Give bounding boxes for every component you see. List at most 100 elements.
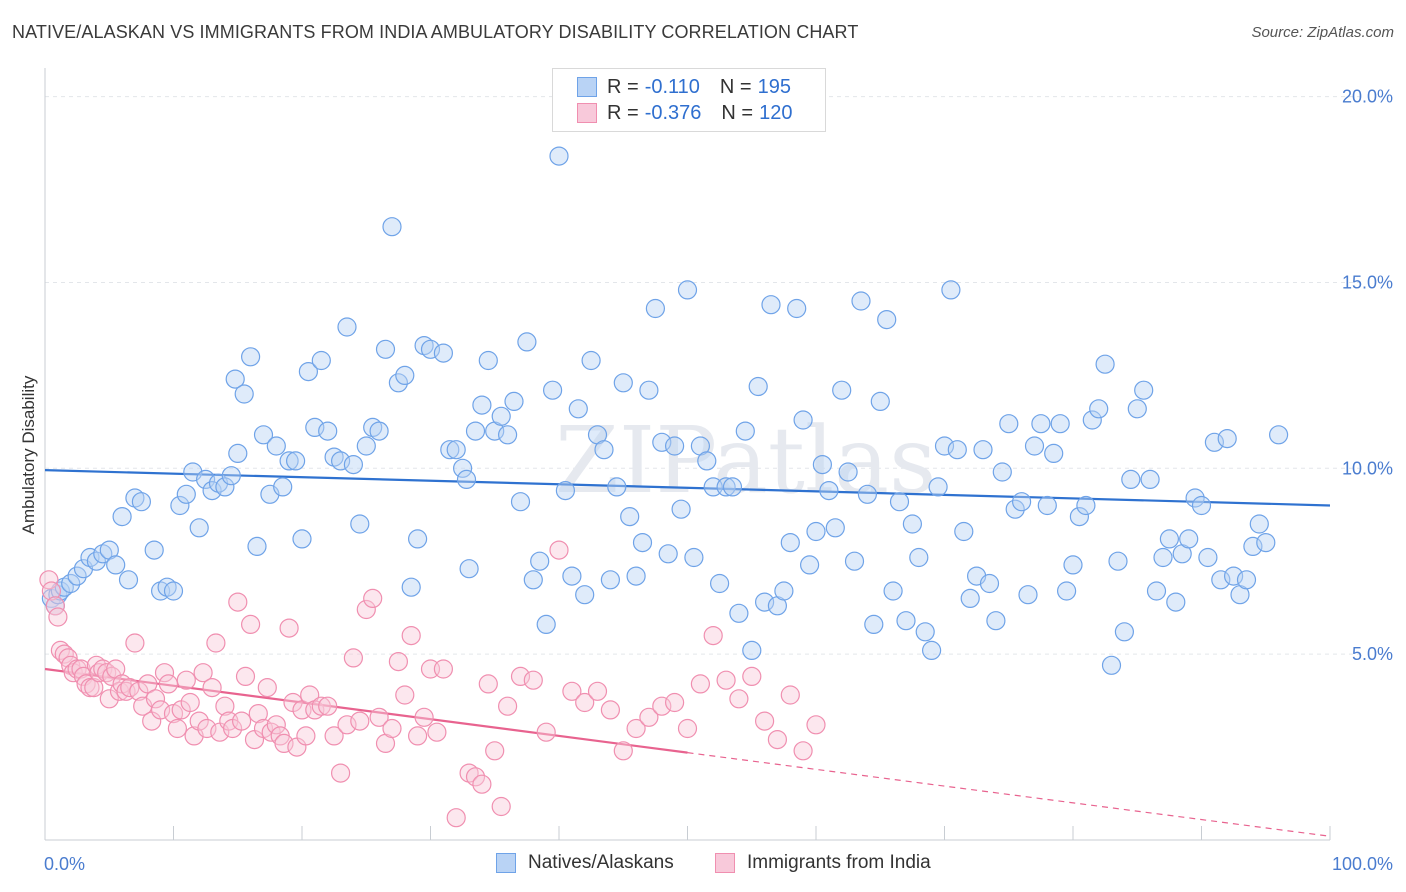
- india-point[interactable]: [235, 666, 256, 687]
- india-point[interactable]: [369, 707, 389, 727]
- india-point[interactable]: [300, 685, 320, 705]
- india-point[interactable]: [138, 674, 158, 694]
- natives-point[interactable]: [870, 391, 890, 411]
- natives-point[interactable]: [1101, 655, 1122, 675]
- india-point[interactable]: [232, 711, 252, 731]
- natives-point[interactable]: [1114, 622, 1135, 642]
- natives-point[interactable]: [735, 421, 755, 441]
- india-point[interactable]: [228, 592, 248, 612]
- natives-point[interactable]: [356, 436, 376, 456]
- natives-point[interactable]: [832, 380, 852, 400]
- natives-point[interactable]: [1127, 399, 1147, 419]
- natives-point[interactable]: [979, 573, 1000, 594]
- natives-point[interactable]: [742, 640, 762, 661]
- natives-point[interactable]: [1134, 380, 1154, 400]
- natives-point[interactable]: [819, 481, 839, 501]
- india-point[interactable]: [446, 808, 466, 828]
- natives-point[interactable]: [80, 547, 100, 568]
- india-point[interactable]: [414, 707, 434, 727]
- india-point[interactable]: [356, 599, 376, 620]
- india-point[interactable]: [427, 722, 447, 742]
- natives-point[interactable]: [973, 440, 993, 460]
- india-point[interactable]: [677, 718, 698, 739]
- india-point[interactable]: [491, 796, 511, 817]
- india-point[interactable]: [690, 674, 711, 694]
- natives-point[interactable]: [189, 518, 209, 538]
- india-point[interactable]: [296, 726, 316, 746]
- india-point[interactable]: [337, 715, 357, 735]
- natives-point[interactable]: [1050, 414, 1070, 434]
- natives-point[interactable]: [1024, 436, 1045, 456]
- natives-point[interactable]: [793, 410, 813, 430]
- india-point[interactable]: [478, 674, 498, 694]
- natives-point[interactable]: [684, 547, 704, 568]
- natives-point[interactable]: [176, 484, 196, 504]
- natives-point[interactable]: [999, 414, 1019, 434]
- india-point[interactable]: [71, 659, 91, 679]
- natives-point[interactable]: [446, 440, 466, 460]
- india-point[interactable]: [613, 741, 633, 761]
- india-point[interactable]: [109, 681, 130, 701]
- natives-point[interactable]: [318, 421, 338, 441]
- natives-point[interactable]: [1256, 532, 1276, 553]
- natives-point[interactable]: [986, 611, 1006, 631]
- india-point[interactable]: [343, 648, 363, 668]
- natives-point[interactable]: [877, 310, 897, 330]
- natives-point[interactable]: [652, 432, 672, 452]
- natives-point[interactable]: [883, 581, 903, 601]
- natives-point[interactable]: [395, 365, 415, 385]
- natives-point[interactable]: [575, 585, 595, 605]
- natives-point[interactable]: [851, 291, 871, 311]
- india-point[interactable]: [176, 670, 196, 690]
- india-point[interactable]: [742, 666, 762, 687]
- india-point[interactable]: [395, 685, 415, 705]
- natives-point[interactable]: [896, 611, 916, 631]
- natives-point[interactable]: [729, 603, 749, 623]
- india-point[interactable]: [510, 666, 531, 687]
- india-point[interactable]: [793, 741, 813, 761]
- natives-point[interactable]: [144, 540, 164, 560]
- natives-point[interactable]: [915, 622, 935, 642]
- natives-point[interactable]: [645, 298, 666, 319]
- natives-point[interactable]: [465, 421, 486, 441]
- natives-point[interactable]: [510, 492, 531, 512]
- natives-point[interactable]: [600, 570, 621, 590]
- india-point[interactable]: [459, 763, 479, 783]
- india-point[interactable]: [780, 685, 800, 705]
- natives-point[interactable]: [498, 425, 518, 445]
- natives-point[interactable]: [202, 481, 222, 501]
- natives-point[interactable]: [286, 451, 306, 471]
- india-point[interactable]: [350, 711, 370, 731]
- india-point[interactable]: [45, 596, 65, 616]
- natives-point[interactable]: [491, 406, 511, 426]
- india-point[interactable]: [86, 655, 107, 675]
- india-point[interactable]: [549, 540, 569, 560]
- natives-point[interactable]: [844, 551, 865, 571]
- india-point[interactable]: [382, 718, 402, 739]
- natives-point[interactable]: [292, 529, 312, 549]
- natives-point[interactable]: [921, 640, 942, 661]
- natives-point[interactable]: [163, 581, 184, 601]
- natives-point[interactable]: [909, 547, 929, 568]
- natives-point[interactable]: [253, 425, 274, 445]
- natives-point[interactable]: [761, 295, 781, 315]
- natives-point[interactable]: [825, 518, 845, 538]
- natives-point[interactable]: [221, 466, 241, 486]
- india-point[interactable]: [523, 670, 543, 690]
- india-point[interactable]: [716, 670, 736, 690]
- natives-point[interactable]: [408, 529, 428, 549]
- natives-point[interactable]: [1063, 555, 1083, 575]
- natives-point[interactable]: [1011, 492, 1032, 512]
- natives-point[interactable]: [247, 536, 267, 557]
- natives-point[interactable]: [225, 369, 245, 389]
- natives-point[interactable]: [1191, 495, 1212, 516]
- natives-point[interactable]: [941, 280, 961, 300]
- natives-point[interactable]: [709, 573, 730, 594]
- natives-point[interactable]: [812, 455, 833, 475]
- natives-point[interactable]: [562, 566, 582, 586]
- natives-point[interactable]: [279, 451, 299, 471]
- natives-point[interactable]: [992, 462, 1012, 482]
- legend-item-india[interactable]: Immigrants from India: [715, 852, 931, 874]
- india-point[interactable]: [202, 677, 222, 698]
- india-point[interactable]: [767, 729, 788, 750]
